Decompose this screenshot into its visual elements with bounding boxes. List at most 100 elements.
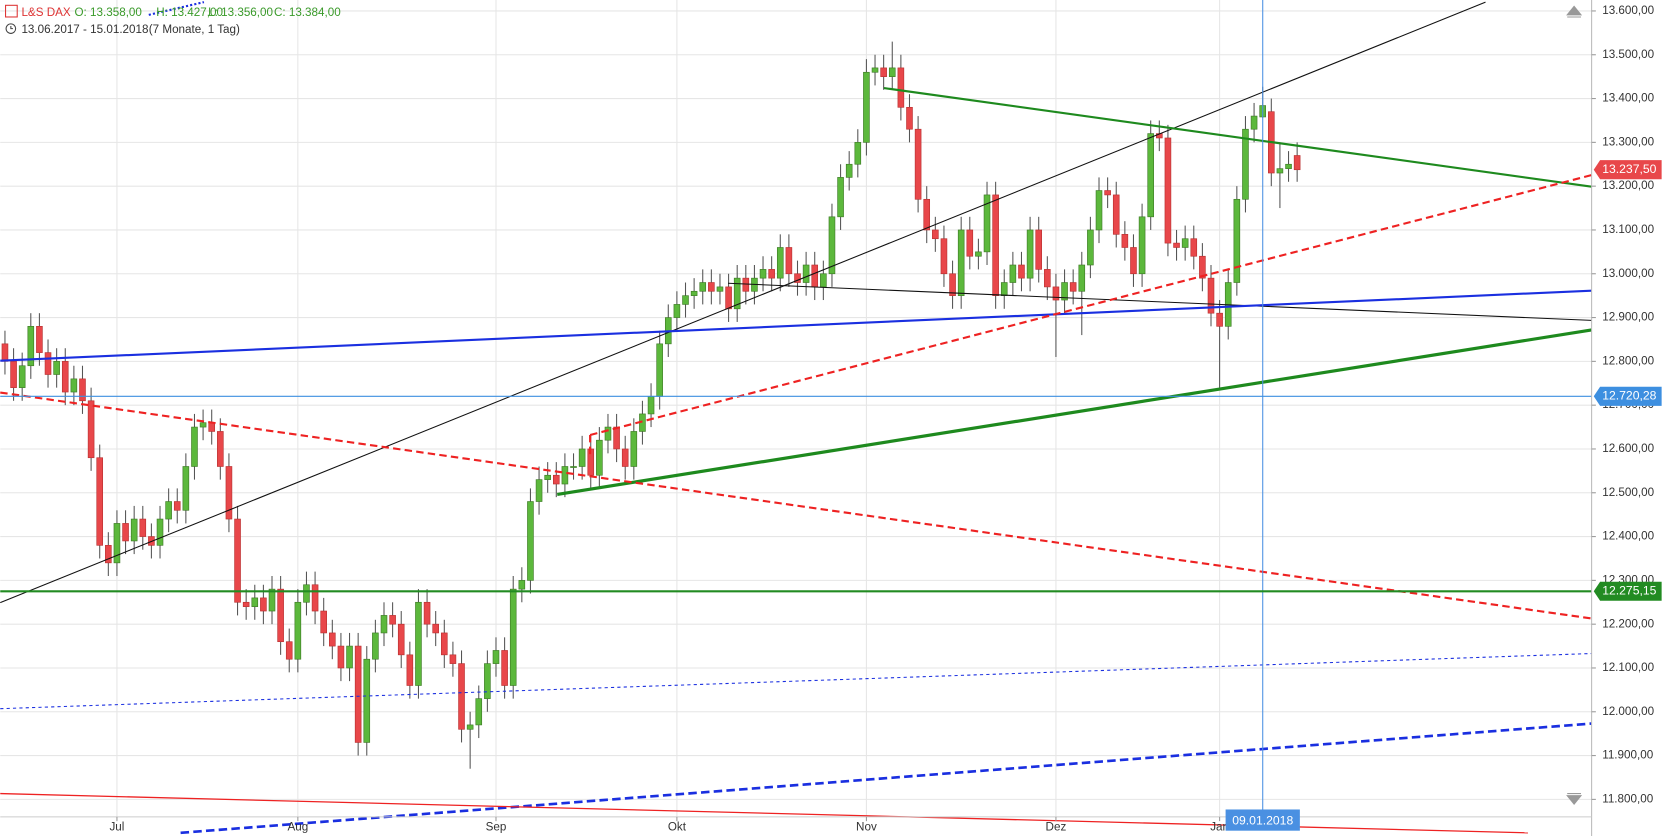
symbol: L&S DAX [21,6,70,19]
candle-body [828,216,836,275]
y-tick-label: 12.100,00 [1602,661,1654,674]
candle-body [527,501,534,581]
candle-body [1018,264,1025,279]
candle-body [173,501,181,511]
candle-body [501,650,508,686]
candle-body [673,304,681,318]
candle-body [1147,133,1154,218]
candle-body [260,597,267,612]
trend-line [180,722,1592,835]
high-text: H: 13.427,00 [156,6,223,19]
candle-body [932,229,939,240]
candle-body [888,67,896,77]
candle-body [992,194,999,296]
candle-body [733,277,741,310]
candle-body [1199,255,1206,279]
candle-body [923,198,931,231]
y-tick-label: 13.400,00 [1602,92,1654,105]
candle-body [79,378,86,402]
candle-body [1069,282,1077,292]
candle-body [199,422,207,428]
candle-body [897,67,905,108]
candle-body [458,663,465,730]
candle-body [613,426,620,450]
candle-body [802,264,810,283]
crosshair-date: 09.01.2018 [1232,813,1293,827]
candle-body [311,584,319,612]
candle-body [578,448,586,467]
candle-body [1250,115,1258,130]
y-tick-label: 13.200,00 [1602,179,1654,192]
candle-body [36,326,43,353]
price-tag [1593,386,1662,406]
trend-line [556,328,1592,496]
scroll-down[interactable] [1566,793,1583,806]
candle-body [759,269,767,279]
candle-body [716,286,724,292]
candle-body [1173,242,1180,248]
price-tag-label: 12.275,15 [1602,583,1656,597]
candle-body [811,264,819,288]
candle-body [1190,238,1198,257]
candle-body [182,466,190,511]
candle-body [449,654,457,664]
y-tick-label: 12.900,00 [1602,311,1654,324]
y-axis-labels: 11.800,00 11.900,00 12.000,00 12.100,00 12.2… [1591,4,1655,805]
candle-body [130,518,138,542]
candle-body [742,277,750,292]
candle-body [61,361,69,393]
candle-body [380,615,388,634]
candle-body [217,431,224,467]
y-tick-label: 12.000,00 [1602,705,1654,718]
x-tick-label: Jan [1210,821,1229,834]
candle-body [820,273,827,288]
candle-body [871,67,879,73]
candle-body [277,588,284,643]
y-tick-label: 11.800,00 [1602,792,1654,805]
candle-body [690,290,698,296]
candle-body [863,71,870,143]
trend-line [148,1,205,16]
candle-body [53,361,60,375]
x-tick-label: Dez [1046,821,1067,834]
candle-body [708,282,715,292]
candle-body [1285,163,1292,169]
candle-body [415,601,422,686]
candle-body [837,177,844,218]
candle-body [1138,216,1146,275]
x-tick-label: Aug [287,821,308,834]
candle-body [1061,282,1068,301]
candle-body [544,474,551,480]
candle-body [1293,155,1301,171]
trend-line [589,174,1592,437]
y-tick-label: 12.400,00 [1602,530,1654,543]
x-axis-labels: Jul Aug Sep Okt Nov Dez Jan [109,816,1229,834]
price-tags: 12.720,28 12.275,15 13.237,50 [1593,160,1662,601]
candle-body [845,163,853,178]
candle-body [1035,229,1042,270]
candle-body [604,426,612,441]
candle-body [320,610,327,634]
period: 13.06.2017 - 15.01.2018 [21,23,148,36]
y-tick-label: 12.800,00 [1602,354,1654,367]
scroll-up[interactable] [1566,5,1583,18]
trend-line [728,282,1592,321]
candle-body [156,518,164,546]
y-tick-label: 12.500,00 [1602,486,1654,499]
candle-body [441,632,448,656]
candle-body [96,457,104,546]
y-tick-label: 12.600,00 [1602,442,1654,455]
x-tick-label: Jul [109,821,124,834]
candle-body [1242,128,1249,200]
candle-body [113,523,121,564]
candle-body [10,361,17,388]
candle-body [596,439,603,476]
candle-body [234,518,241,603]
candle-body [1052,286,1060,301]
candle-body [1078,264,1086,292]
price-tag-label: 12.720,28 [1602,389,1656,403]
candle-body [768,269,775,279]
candle-body [208,422,215,432]
trend-line [0,1,1486,604]
